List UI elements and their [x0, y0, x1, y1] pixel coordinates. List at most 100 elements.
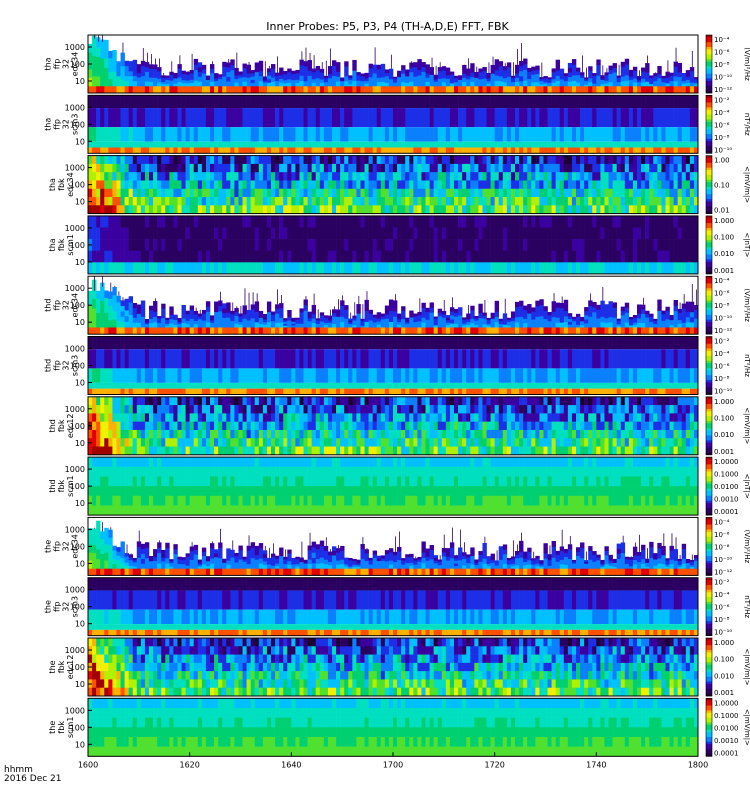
- y-tick-label: 1000: [65, 586, 85, 595]
- panel-label-line: tha: [48, 238, 57, 251]
- date-label: 2016 Dec 21: [4, 774, 62, 784]
- y-tick-label: 10: [75, 680, 85, 689]
- colorbar-tick-label: 0.0001: [714, 749, 739, 757]
- y-tick-label: 100: [70, 723, 85, 732]
- y-tick-label: 10: [75, 620, 85, 629]
- colorbar-tick-label: 0.0010: [714, 496, 739, 504]
- panel-label-line: scm3: [71, 114, 80, 135]
- colorbar-tick-label: 1.000: [714, 398, 734, 406]
- colorbar-tick-label: 0.010: [714, 672, 734, 680]
- panel-label-line: ffp: [53, 541, 62, 552]
- colorbar-tick-label: 10⁻¹⁰: [714, 388, 732, 396]
- y-tick-label: 10: [75, 258, 85, 267]
- panel-label-line: 32: [62, 59, 71, 69]
- colorbar-tick-label: 0.100: [714, 656, 734, 664]
- y-tick-label: 100: [70, 60, 85, 69]
- panel-label-line: thd: [44, 359, 53, 372]
- y-tick-label: 100: [70, 422, 85, 431]
- panel-label-line: fbk: [57, 419, 66, 432]
- y-tick-label: 10: [75, 198, 85, 207]
- panel-label-line: 32: [62, 300, 71, 310]
- y-tick-label: 1000: [65, 224, 85, 233]
- panel-tha-fbk-edc34: [87, 155, 699, 215]
- colorbar-tick-label: 0.001: [714, 689, 734, 697]
- x-tick-label: 1740: [586, 760, 606, 769]
- colorbar-unit-label: <|nT|>: [743, 474, 750, 499]
- colorbar-unit-label: nT²/Hz: [743, 354, 750, 377]
- panel-label-line: the: [48, 660, 57, 673]
- panel-label-line: fbk: [57, 238, 66, 251]
- panel-label-line: tha: [44, 118, 53, 131]
- panel-label-line: tha: [44, 57, 53, 70]
- panel-label-line: ffp: [53, 300, 62, 311]
- colorbar-unit-label: (V/m)²/Hz: [743, 530, 750, 564]
- panel-label-line: ffp: [53, 601, 62, 612]
- panel-label-line: the: [44, 600, 53, 613]
- colorbar-tick-label: 0.010: [714, 431, 734, 439]
- panel-label-line: 32: [62, 360, 71, 370]
- colorbar-tick-label: 0.10: [714, 182, 730, 190]
- panel-label-line: scm3: [71, 355, 80, 376]
- panel-label-line: 32: [62, 119, 71, 129]
- panel-tha-ffp32-edc34: [87, 34, 699, 94]
- colorbar-tick-label: 0.001: [714, 448, 734, 456]
- colorbar-tick-label: 10⁻¹²: [714, 86, 732, 94]
- colorbar: [705, 396, 713, 456]
- colorbar-tick-label: 10⁻⁴: [714, 277, 730, 285]
- y-tick-label: 100: [70, 482, 85, 491]
- x-tick-label: 1720: [484, 760, 504, 769]
- colorbar-unit-label: <|mV/m|>: [743, 407, 750, 444]
- y-tick-label: 1000: [65, 345, 85, 354]
- panel-label-line: thd: [48, 419, 57, 432]
- colorbar-tick-label: 10⁻⁶: [714, 604, 730, 612]
- x-tick-label: 1800: [688, 760, 708, 769]
- panel-label-line: edc34: [71, 534, 80, 559]
- y-tick-label: 10: [75, 439, 85, 448]
- colorbar: [705, 517, 713, 576]
- colorbar-tick-label: 10⁻⁶: [714, 363, 730, 371]
- colorbar-tick-label: 10⁻⁴: [714, 518, 730, 526]
- panel-label-line: edc34: [66, 172, 75, 197]
- colorbar-unit-label: <|mV/m|>: [743, 166, 750, 203]
- panel-label-line: the: [48, 721, 57, 734]
- panel-label-line: the: [44, 540, 53, 553]
- x-tick-label: 1600: [78, 760, 98, 769]
- x-tick-label: 1640: [281, 760, 301, 769]
- x-tick-label: 1700: [383, 760, 403, 769]
- panel-tha-fbk-scm1: [87, 215, 699, 275]
- colorbar-tick-label: 10⁻⁴: [714, 36, 730, 44]
- colorbar-tick-label: 10⁻⁸: [714, 134, 730, 142]
- panel-label-line: edc34: [71, 52, 80, 77]
- colorbar-tick-label: 10⁻⁸: [714, 375, 730, 383]
- panel-label-line: scm1: [66, 234, 75, 255]
- y-tick-label: 100: [70, 663, 85, 672]
- panel-label-line: fbk: [57, 721, 66, 734]
- y-tick-label: 1000: [65, 43, 85, 52]
- panel-label-line: edc34: [71, 293, 80, 318]
- y-tick-label: 10: [75, 559, 85, 568]
- panel-label-line: scm3: [71, 596, 80, 617]
- colorbar-tick-label: 10⁻⁶: [714, 531, 730, 539]
- colorbar-tick-label: 10⁻¹⁰: [714, 146, 732, 154]
- colorbar-tick-label: 10⁻²: [714, 96, 730, 104]
- y-tick-label: 10: [75, 379, 85, 388]
- colorbar-unit-label: (V/m)²/Hz: [743, 47, 750, 81]
- x-axis-label: hhmm: [4, 765, 33, 775]
- colorbar-tick-label: 10⁻²: [714, 338, 730, 346]
- chart-title: Inner Probes: P5, P3, P4 (TH-A,D,E) FFT,…: [266, 20, 509, 33]
- y-tick-label: 10: [75, 318, 85, 327]
- colorbar-tick-label: 0.0100: [714, 483, 739, 491]
- panel-the-fbk-scm1: [87, 697, 699, 757]
- colorbar-tick-label: 1.000: [714, 217, 734, 225]
- colorbar-tick-label: 10⁻⁸: [714, 616, 730, 624]
- colorbar-tick-label: 10⁻⁶: [714, 121, 730, 129]
- y-tick-label: 100: [70, 241, 85, 250]
- y-tick-label: 100: [70, 120, 85, 129]
- colorbar: [705, 697, 713, 757]
- colorbar-unit-label: nT²/Hz: [743, 595, 750, 618]
- colorbar: [705, 275, 713, 335]
- colorbar-tick-label: 10⁻⁸: [714, 543, 730, 551]
- colorbar-tick-label: 0.001: [714, 267, 734, 275]
- panel-label-line: scm1: [66, 717, 75, 738]
- colorbar: [705, 577, 713, 637]
